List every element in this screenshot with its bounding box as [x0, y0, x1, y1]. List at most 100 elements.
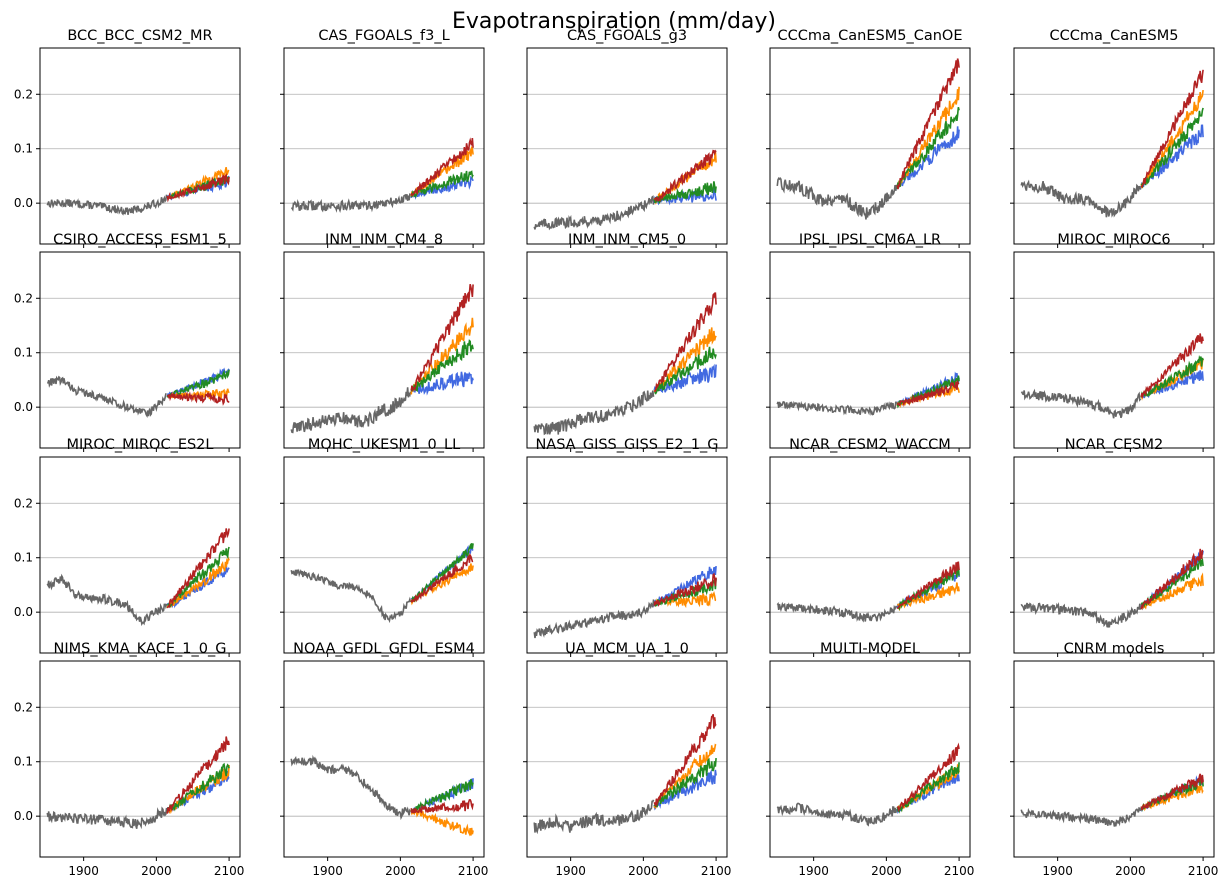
- series-historical: [533, 599, 655, 639]
- series-red: [896, 379, 960, 408]
- panel-title: INM_INM_CM4_8: [325, 232, 443, 248]
- x-tick-label: 1900: [1042, 864, 1073, 878]
- series-historical: [46, 375, 167, 418]
- y-tick-label: 0.0: [14, 605, 33, 619]
- axes-frame: [1013, 47, 1215, 245]
- x-tick-label: 2100: [214, 864, 245, 878]
- y-tick-label: 0.1: [14, 346, 33, 360]
- panel: INM_INM_CM4_8: [280, 232, 485, 452]
- y-tick-label: 0.0: [14, 809, 33, 823]
- axes-frame: [39, 660, 241, 858]
- series-green: [654, 346, 717, 395]
- panel-grid: BCC_BCC_CSM2_MR 0.0 0.1 0.2 CAS_FGOALS_f3_L C…: [14, 28, 1218, 878]
- series-red: [166, 391, 230, 406]
- series-green: [896, 107, 960, 190]
- axes-frame: [526, 660, 728, 858]
- axes-frame: [1013, 251, 1215, 449]
- axes-frame: [1013, 660, 1215, 858]
- series-green: [653, 181, 717, 205]
- panel-title: CCCma_CanESM5_CanOE: [778, 28, 963, 44]
- series-red: [896, 561, 960, 610]
- series-green: [410, 339, 474, 392]
- series-historical: [46, 573, 168, 627]
- panel: MIROC_MIROC6: [1010, 232, 1215, 452]
- panel-title: MIROC_MIROC6: [1057, 232, 1170, 248]
- series-green: [653, 757, 717, 808]
- series-green: [166, 369, 230, 399]
- series-red: [166, 736, 230, 814]
- panel-title: NASA_GISS_GISS_E2_1_G: [535, 437, 718, 453]
- series-orange: [410, 807, 474, 837]
- series-historical: [290, 754, 412, 821]
- series-historical: [776, 601, 898, 623]
- series-historical: [533, 799, 655, 835]
- panel: CNRM models 1900 2000 2100: [1010, 641, 1218, 878]
- axes-frame: [526, 251, 728, 449]
- axes-frame: [283, 47, 485, 245]
- series-red: [653, 572, 717, 607]
- panel: CAS_FGOALS_g3: [523, 28, 728, 248]
- panel: CAS_FGOALS_f3_L: [280, 28, 485, 248]
- x-tick-label: 2000: [628, 864, 659, 878]
- panel: BCC_BCC_CSM2_MR 0.0 0.1 0.2: [14, 28, 241, 248]
- y-tick-label: 0.1: [14, 755, 33, 769]
- x-tick-label: 2100: [458, 864, 489, 878]
- series-red: [1140, 69, 1204, 189]
- panel: MOHC_UKESM1_0_LL: [280, 437, 485, 657]
- panel-title: NCAR_CESM2_WACCM: [789, 437, 951, 453]
- panel: INM_INM_CM5_0: [523, 232, 728, 452]
- series-orange: [1140, 572, 1204, 611]
- series-green: [167, 546, 230, 609]
- panel-title: NOAA_GFDL_GFDL_ESM4: [293, 641, 475, 657]
- series-historical: [290, 387, 412, 434]
- panel-title: BCC_BCC_CSM2_MR: [67, 28, 212, 44]
- y-tick-label: 0.2: [14, 700, 33, 714]
- series-red: [166, 528, 230, 609]
- series-blue: [1140, 124, 1204, 189]
- axes-frame: [769, 456, 971, 654]
- y-tick-label: 0.2: [14, 496, 33, 510]
- axes-frame: [39, 251, 241, 449]
- series-historical: [1020, 806, 1142, 827]
- panel: CCCma_CanESM5_CanOE: [766, 28, 971, 248]
- y-tick-label: 0.2: [14, 87, 33, 101]
- x-tick-label: 2100: [701, 864, 732, 878]
- axes-frame: [283, 251, 485, 449]
- x-tick-label: 1900: [312, 864, 343, 878]
- panel-title: NIMS_KMA_KACE_1_0_G: [54, 641, 227, 657]
- series-historical: [290, 568, 412, 624]
- axes-frame: [769, 660, 971, 858]
- axes-frame: [769, 251, 971, 449]
- series-orange: [410, 317, 474, 395]
- series-red: [1140, 333, 1204, 399]
- x-tick-label: 2000: [1115, 864, 1146, 878]
- series-historical: [533, 390, 655, 436]
- panel-title: CCCma_CanESM5: [1050, 28, 1179, 44]
- y-tick-label: 0.2: [14, 291, 33, 305]
- series-red: [1140, 548, 1204, 610]
- series-green: [410, 170, 474, 198]
- series-red: [896, 742, 960, 813]
- series-green: [1140, 107, 1204, 189]
- x-tick-label: 1900: [555, 864, 586, 878]
- series-orange: [1140, 89, 1204, 189]
- axes-frame: [1013, 456, 1215, 654]
- panel-title: INM_INM_CM5_0: [568, 232, 686, 248]
- series-red: [653, 714, 717, 808]
- panel: MULTI-MODEL 1900 2000 2100: [766, 641, 974, 878]
- series-historical: [46, 806, 168, 830]
- panel: NIMS_KMA_KACE_1_0_G 0.0 0.1 0.2 1900 2000 2100: [14, 641, 244, 878]
- series-red: [410, 137, 474, 197]
- series-historical: [776, 176, 898, 220]
- axes-frame: [283, 660, 485, 858]
- series-orange: [166, 555, 230, 609]
- x-tick-label: 2000: [385, 864, 416, 878]
- axes-frame: [526, 456, 728, 654]
- series-historical: [1020, 388, 1142, 419]
- axes-frame: [39, 47, 241, 245]
- series-historical: [291, 192, 412, 214]
- series-green: [1140, 354, 1204, 398]
- panel: NOAA_GFDL_GFDL_ESM4 1900 2000 2100: [280, 641, 488, 878]
- x-tick-label: 1900: [798, 864, 829, 878]
- panel-title: NCAR_CESM2: [1065, 437, 1163, 453]
